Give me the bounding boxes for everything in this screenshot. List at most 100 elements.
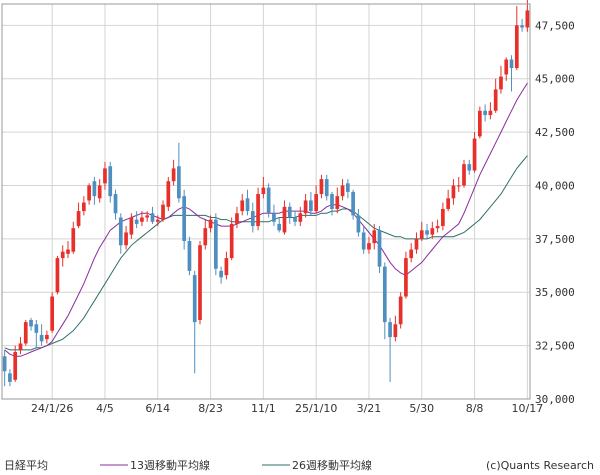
- candle-body: [23, 322, 28, 344]
- x-tick-label: 25/1/10: [295, 402, 337, 415]
- candle-body: [39, 334, 44, 342]
- y-tick-label: 30,000: [535, 393, 575, 406]
- legend-label-nikkei: 日経平均: [4, 459, 48, 472]
- legend-label-ma26: 26週移動平均線: [292, 458, 372, 472]
- candle-body: [71, 228, 76, 252]
- candle-body: [134, 219, 139, 224]
- candle-body: [382, 266, 387, 323]
- candle-body: [18, 343, 23, 350]
- candle-body: [456, 185, 461, 187]
- y-tick-label: 42,500: [535, 126, 575, 139]
- candle-body: [499, 76, 503, 90]
- candle-body: [213, 219, 218, 269]
- candle-series: [2, 0, 530, 387]
- y-tick-label: 45,000: [535, 73, 575, 86]
- candle-body: [330, 194, 334, 209]
- candle-body: [525, 10, 530, 28]
- candle-body: [150, 213, 155, 222]
- candle-body: [398, 296, 403, 325]
- candle-body: [430, 228, 435, 235]
- candle-body: [161, 204, 165, 220]
- candle-body: [451, 185, 456, 199]
- candle-body: [8, 373, 12, 382]
- candle-body: [293, 217, 297, 222]
- ma13-line: [4, 82, 528, 357]
- candle-body: [235, 213, 239, 224]
- candle-body: [298, 213, 303, 222]
- candle-body: [113, 194, 118, 214]
- x-axis-ticks: 24/1/26 4/5 6/14 8/23 11/1 25/1/10 3/21 5/30 8/8…: [31, 402, 543, 415]
- ma26-line: [4, 155, 528, 351]
- candle-body: [261, 187, 266, 195]
- candle-body: [29, 320, 33, 327]
- candle-body: [340, 185, 345, 197]
- candle-body: [66, 249, 70, 254]
- candle-body: [414, 238, 419, 250]
- candle-body: [208, 219, 213, 229]
- candle-body: [462, 164, 466, 186]
- candle-body: [393, 324, 398, 338]
- candle-body: [250, 211, 255, 227]
- candle-body: [245, 198, 250, 212]
- candle-body: [282, 206, 287, 233]
- candle-body: [171, 168, 176, 182]
- candle-body: [182, 196, 187, 241]
- candle-body: [404, 258, 408, 297]
- candle-body: [60, 251, 65, 259]
- x-tick-label: 5/30: [409, 402, 434, 415]
- candle-body: [441, 208, 445, 227]
- ma26-series: [4, 155, 528, 351]
- plot-frame: [1, 3, 531, 400]
- candle-body: [50, 296, 55, 331]
- candle-body: [324, 179, 329, 197]
- candle-body: [367, 243, 371, 250]
- y-tick-label: 37,500: [535, 233, 575, 246]
- candle-body: [45, 334, 49, 340]
- x-tick-label: 10/17: [512, 402, 544, 415]
- x-tick-label: 4/5: [96, 402, 114, 415]
- candle-body: [319, 179, 324, 195]
- candle-body: [81, 202, 86, 212]
- grid-lines: [2, 4, 530, 400]
- x-tick-label: 3/21: [357, 402, 382, 415]
- candle-body: [140, 217, 144, 222]
- candle-body: [92, 181, 97, 197]
- x-tick-label: 11/1: [251, 402, 276, 415]
- candle-body: [177, 166, 181, 199]
- candle-body: [309, 200, 313, 212]
- candle-body: [351, 191, 355, 216]
- candle-body: [55, 258, 60, 293]
- candle-body: [303, 200, 308, 214]
- candle-body: [224, 258, 229, 276]
- candle-body: [97, 185, 102, 199]
- candle-body: [377, 230, 382, 267]
- candle-body: [118, 217, 123, 246]
- candle-body: [266, 187, 271, 214]
- candle-body: [409, 249, 414, 259]
- candle-body: [361, 232, 366, 250]
- candle-body: [345, 183, 350, 192]
- candle-body: [166, 181, 171, 207]
- candle-body: [472, 138, 477, 171]
- candle-body: [493, 89, 498, 111]
- candle-body: [356, 215, 361, 233]
- candle-body: [240, 200, 245, 212]
- candle-body: [488, 110, 493, 116]
- copyright-text: (c)Quants Research: [486, 459, 594, 472]
- candle-body: [504, 59, 509, 75]
- candle-body: [203, 228, 208, 246]
- candle-body: [103, 168, 107, 184]
- candle-body: [435, 226, 440, 229]
- candle-body: [229, 223, 234, 259]
- legend-label-ma13: 13週移動平均線: [130, 458, 210, 472]
- candle-body: [467, 164, 472, 171]
- candle-body: [13, 352, 18, 380]
- candle-body: [514, 25, 519, 69]
- x-tick-label: 8/8: [466, 402, 484, 415]
- candle-body: [419, 230, 424, 239]
- candle-body: [145, 215, 150, 218]
- y-tick-label: 40,000: [535, 179, 575, 192]
- candle-body: [335, 196, 340, 209]
- ma13-series: [4, 82, 528, 357]
